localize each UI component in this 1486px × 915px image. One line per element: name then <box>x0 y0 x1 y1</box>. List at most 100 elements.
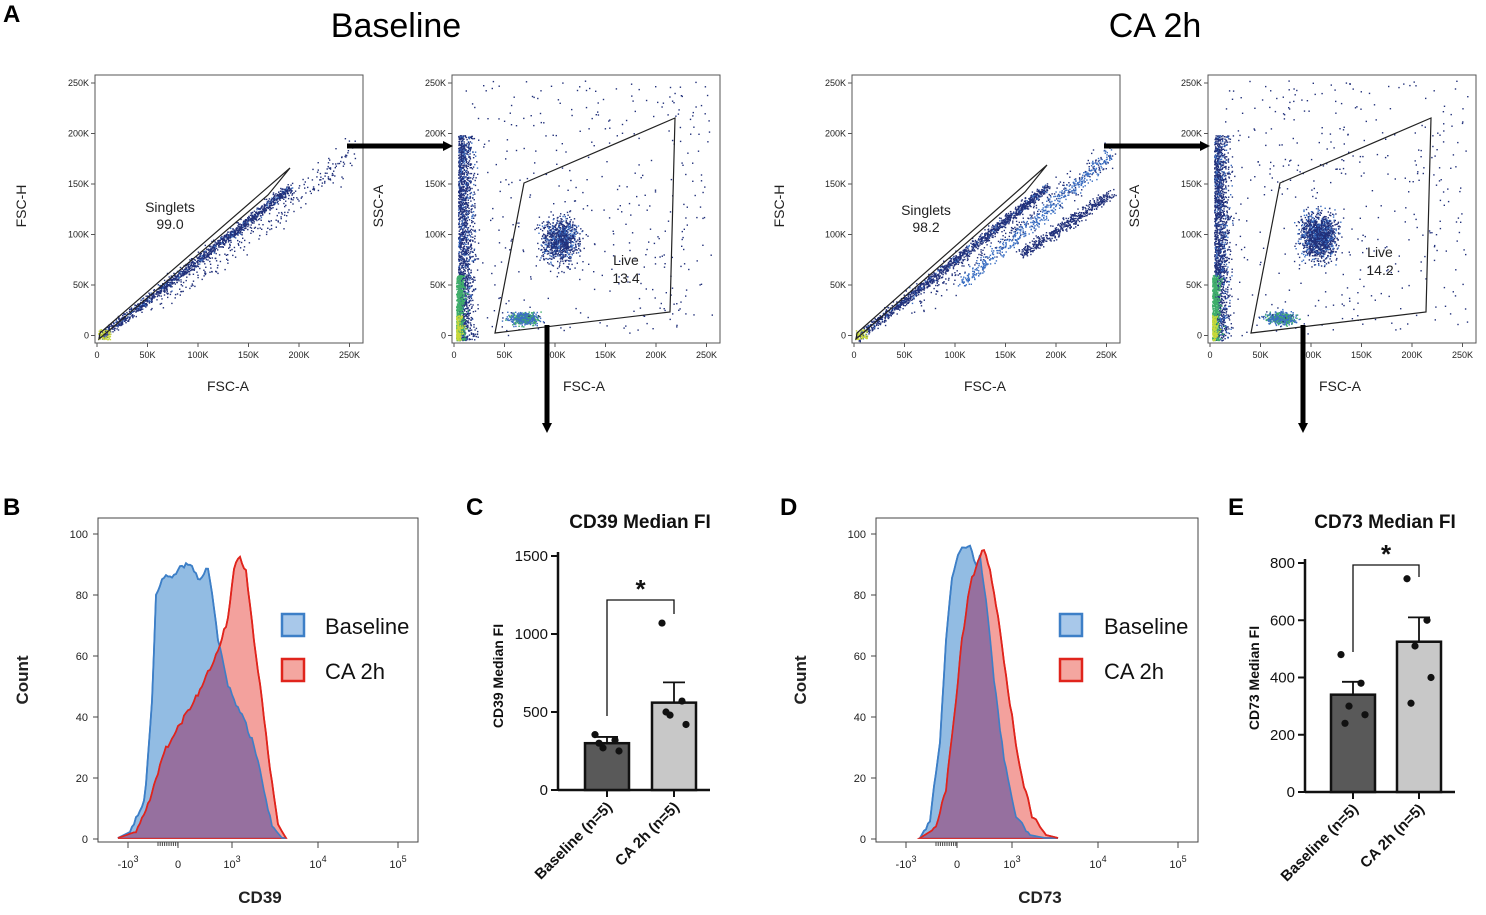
event-dot <box>133 310 136 312</box>
event-dot <box>467 182 469 184</box>
event-dot <box>461 181 463 183</box>
event-dot <box>293 192 295 194</box>
event-dot <box>197 259 199 262</box>
event-dot <box>252 231 254 233</box>
event-dot <box>465 203 468 205</box>
event-dot <box>252 219 254 222</box>
event-dot <box>460 173 462 175</box>
event-dot <box>568 239 571 241</box>
event-dot <box>278 196 281 198</box>
event-dot <box>159 290 162 292</box>
event-dot <box>555 247 557 249</box>
event-dot <box>561 230 563 232</box>
event-dot <box>468 232 471 234</box>
event-dot <box>235 232 237 234</box>
event-dot <box>324 182 326 184</box>
event-dot <box>549 223 552 225</box>
event-dot <box>188 263 190 265</box>
event-dot <box>150 309 152 311</box>
event-dot <box>458 192 461 194</box>
event-dot <box>553 257 555 259</box>
event-dot <box>463 214 465 216</box>
event-dot <box>175 275 177 278</box>
event-dot <box>461 231 464 233</box>
event-dot <box>461 216 464 218</box>
event-dot <box>553 245 556 247</box>
event-dot <box>217 264 219 267</box>
event-dot <box>462 301 464 304</box>
event-dot <box>186 264 189 266</box>
event-dot <box>466 224 468 226</box>
event-dot <box>472 299 474 302</box>
event-dot <box>566 244 568 246</box>
event-dot <box>241 226 244 228</box>
event-dot <box>262 214 264 216</box>
event-dot <box>289 192 292 194</box>
event-dot <box>459 301 461 304</box>
event-dot <box>462 329 464 331</box>
event-dot <box>458 173 460 176</box>
event-dot <box>467 276 469 278</box>
event-dot <box>284 194 287 196</box>
event-dot <box>467 277 469 280</box>
event-dot <box>461 298 463 300</box>
event-dot <box>461 135 463 137</box>
event-dot <box>209 245 212 247</box>
event-dot <box>458 198 460 200</box>
event-dot <box>460 309 462 312</box>
event-dot <box>462 201 465 204</box>
event-dot <box>458 209 460 211</box>
event-dot <box>473 191 475 193</box>
event-dot <box>463 323 465 326</box>
event-dot <box>552 238 554 241</box>
event-dot <box>280 217 282 220</box>
event-dot <box>469 157 471 160</box>
event-dot <box>460 156 462 158</box>
event-dot <box>170 291 172 293</box>
event-dot <box>244 239 246 242</box>
event-dot <box>541 245 543 247</box>
event-dot <box>461 334 463 337</box>
event-dot <box>469 225 471 227</box>
event-dot <box>461 306 463 308</box>
event-dot <box>550 241 553 244</box>
event-dot <box>462 289 464 291</box>
event-dot <box>458 214 460 216</box>
event-dot <box>574 267 576 269</box>
event-dot <box>565 233 567 235</box>
event-dot <box>466 226 468 229</box>
event-dot <box>458 160 461 162</box>
event-dot <box>199 253 202 255</box>
event-dot <box>579 249 581 251</box>
event-dot <box>466 305 468 307</box>
event-dot <box>460 187 462 189</box>
event-dot <box>561 232 563 235</box>
event-dot <box>344 155 346 158</box>
event-dot <box>562 253 564 256</box>
event-dot <box>569 232 572 235</box>
event-dot <box>464 324 466 327</box>
event-dot <box>558 230 560 233</box>
event-dot <box>461 278 464 280</box>
event-dot <box>559 231 562 233</box>
event-dot <box>467 242 469 244</box>
event-dot <box>173 277 176 280</box>
event-dot <box>235 237 237 239</box>
event-dot <box>152 294 154 296</box>
event-dot <box>245 223 247 226</box>
event-dot <box>458 305 461 308</box>
event-dot <box>137 310 139 312</box>
event-dot <box>559 230 561 233</box>
event-dot <box>466 182 468 184</box>
event-dot <box>460 308 463 310</box>
event-dot <box>259 234 261 237</box>
event-dot <box>460 312 463 314</box>
event-dot <box>472 215 474 217</box>
event-dot <box>559 232 562 235</box>
event-dot <box>120 323 122 325</box>
event-dot <box>466 153 468 155</box>
event-dot <box>138 309 140 311</box>
event-dot <box>458 258 460 260</box>
event-dot <box>465 308 467 310</box>
event-dot <box>460 321 462 324</box>
